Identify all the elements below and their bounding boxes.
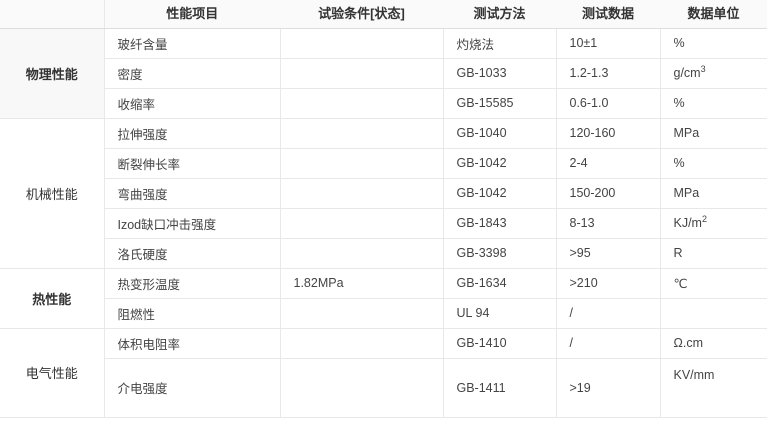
header-item: 性能项目: [104, 0, 280, 29]
cell-method: GB-1033: [443, 57, 557, 89]
cell-method: GB-3398: [443, 237, 557, 269]
unit-superscript: 2: [701, 213, 707, 224]
table-body: 物理性能 玻纤含量 灼烧法 10±1% 密度 GB-1033 1.2-1.3 g/cm3 收缩率…: [0, 27, 767, 418]
cell-value: 10±1: [556, 27, 661, 59]
cell-method: GB-1410: [443, 327, 557, 359]
cell-condition: [280, 147, 444, 179]
cell-condition: [280, 117, 444, 149]
cell-condition: [280, 57, 444, 89]
table-row: 介电强度 GB-1411 >19 KV/mm: [0, 357, 767, 418]
cell-condition: [280, 87, 444, 119]
table-row: Izod缺口冲击强度 GB-1843 8-13 KJ/m2: [0, 207, 767, 239]
cell-method: GB-1042: [443, 177, 557, 209]
cell-method: GB-1040: [443, 117, 557, 149]
table-row: 热性能 热变形温度 1.82MPa GB-1634 >210 ℃: [0, 267, 767, 329]
cell-condition: [280, 297, 444, 329]
cell-item: 热变形温度: [104, 267, 281, 299]
cell-condition: [280, 237, 444, 269]
table-header: 性能项目 试验条件[状态] 测试方法 测试数据 数据单位: [0, 0, 767, 29]
header-condition: 试验条件[状态]: [280, 0, 443, 29]
cell-item: Izod缺口冲击强度: [104, 207, 281, 239]
group-cell: 机械性能: [0, 117, 105, 269]
cell-value: >19: [556, 357, 661, 418]
cell-unit: %: [660, 147, 767, 179]
cell-unit: R: [660, 237, 767, 269]
table-row: 收缩率 GB-15585 0.6-1.0%: [0, 87, 767, 119]
cell-unit: [660, 297, 767, 329]
header-group: [0, 0, 105, 29]
cell-condition: 1.82MPa: [280, 267, 444, 299]
cell-value: >210: [556, 267, 661, 299]
cell-unit: KJ/m2: [660, 207, 767, 239]
unit-superscript: 3: [700, 63, 706, 74]
cell-value: 2-4: [556, 147, 661, 179]
cell-unit: %: [660, 87, 767, 119]
cell-method: GB-15585: [443, 87, 557, 119]
table-row: 洛氏硬度 GB-3398 >95 R: [0, 237, 767, 269]
cell-item: 玻纤含量: [104, 27, 281, 59]
group-cell: 电气性能: [0, 327, 105, 418]
cell-unit: MPa: [660, 177, 767, 209]
cell-method: GB-1042: [443, 147, 557, 179]
cell-value: 8-13: [556, 207, 661, 239]
cell-unit: ℃: [660, 267, 767, 299]
cell-unit: %: [660, 27, 767, 59]
cell-unit: KV/mm: [660, 357, 767, 418]
cell-condition: [280, 177, 444, 209]
header-value: 测试数据: [556, 0, 660, 29]
group-cell: 热性能: [0, 267, 105, 329]
table-row: 断裂伸长率 GB-1042 2-4%: [0, 147, 767, 179]
cell-value: /: [556, 327, 661, 359]
material-properties-table: 性能项目 试验条件[状态] 测试方法 测试数据 数据单位 物理性能 玻纤含量 灼烧法…: [0, 0, 767, 418]
header-method: 测试方法: [443, 0, 556, 29]
group-cell: 物理性能: [0, 27, 105, 119]
cell-item: 弯曲强度: [104, 177, 281, 209]
cell-item: 介电强度: [104, 357, 281, 418]
cell-item: 阻燃性: [104, 297, 281, 329]
cell-value: 150-200: [556, 177, 661, 209]
cell-item: 断裂伸长率: [104, 147, 281, 179]
table-row: 机械性能 拉伸强度 GB-1040 120-160 MPa: [0, 117, 767, 269]
cell-condition: [280, 357, 444, 418]
cell-value: >95: [556, 237, 661, 269]
header-row: 性能项目 试验条件[状态] 测试方法 测试数据 数据单位: [0, 0, 767, 29]
cell-method: GB-1843: [443, 207, 557, 239]
cell-method: GB-1411: [443, 357, 557, 418]
cell-unit: Ω.cm: [660, 327, 767, 359]
cell-item: 拉伸强度: [104, 117, 281, 149]
cell-item: 体积电阻率: [104, 327, 281, 359]
table-row: 阻燃性 UL 94/: [0, 297, 767, 329]
table-row: 弯曲强度 GB-1042 150-200 MPa: [0, 177, 767, 209]
cell-unit: g/cm3: [660, 57, 767, 89]
table-row: 电气性能 体积电阻率 GB-1410/Ω.cm: [0, 327, 767, 418]
cell-method: UL 94: [443, 297, 557, 329]
table-row: 物理性能 玻纤含量 灼烧法 10±1%: [0, 27, 767, 119]
cell-unit: MPa: [660, 117, 767, 149]
cell-method: GB-1634: [443, 267, 557, 299]
cell-condition: [280, 27, 444, 59]
cell-condition: [280, 207, 444, 239]
table-row: 密度 GB-1033 1.2-1.3 g/cm3: [0, 57, 767, 89]
cell-item: 洛氏硬度: [104, 237, 281, 269]
cell-method: 灼烧法: [443, 27, 557, 59]
cell-item: 密度: [104, 57, 281, 89]
cell-value: 1.2-1.3: [556, 57, 661, 89]
cell-value: 0.6-1.0: [556, 87, 661, 119]
cell-condition: [280, 327, 444, 359]
header-unit: 数据单位: [660, 0, 767, 29]
cell-item: 收缩率: [104, 87, 281, 119]
cell-value: 120-160: [556, 117, 661, 149]
cell-value: /: [556, 297, 661, 329]
